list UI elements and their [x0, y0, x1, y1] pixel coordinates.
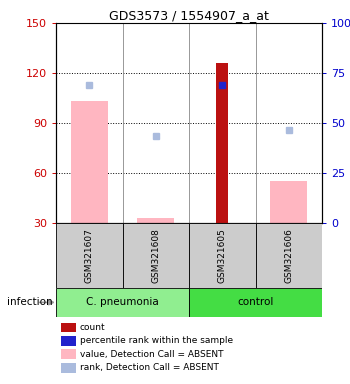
- Text: GSM321605: GSM321605: [218, 228, 227, 283]
- Text: percentile rank within the sample: percentile rank within the sample: [80, 336, 233, 345]
- Bar: [122, 223, 189, 288]
- Bar: [189, 223, 256, 288]
- Bar: [216, 63, 228, 223]
- Text: rank, Detection Call = ABSENT: rank, Detection Call = ABSENT: [80, 363, 219, 372]
- Bar: [71, 101, 107, 223]
- Bar: [56, 288, 189, 317]
- Text: GSM321606: GSM321606: [284, 228, 293, 283]
- Bar: [138, 218, 174, 223]
- Bar: [61, 349, 76, 359]
- Text: control: control: [237, 297, 274, 308]
- Bar: [56, 223, 122, 288]
- Bar: [189, 288, 322, 317]
- Text: value, Detection Call = ABSENT: value, Detection Call = ABSENT: [80, 350, 223, 359]
- Text: count: count: [80, 323, 106, 332]
- Bar: [61, 336, 76, 346]
- Title: GDS3573 / 1554907_a_at: GDS3573 / 1554907_a_at: [109, 9, 269, 22]
- Bar: [256, 223, 322, 288]
- Bar: [61, 363, 76, 372]
- Text: GSM321607: GSM321607: [85, 228, 94, 283]
- Text: GSM321608: GSM321608: [151, 228, 160, 283]
- Bar: [271, 181, 307, 223]
- Bar: [61, 323, 76, 332]
- Text: C. pneumonia: C. pneumonia: [86, 297, 159, 308]
- Text: infection: infection: [7, 297, 52, 308]
